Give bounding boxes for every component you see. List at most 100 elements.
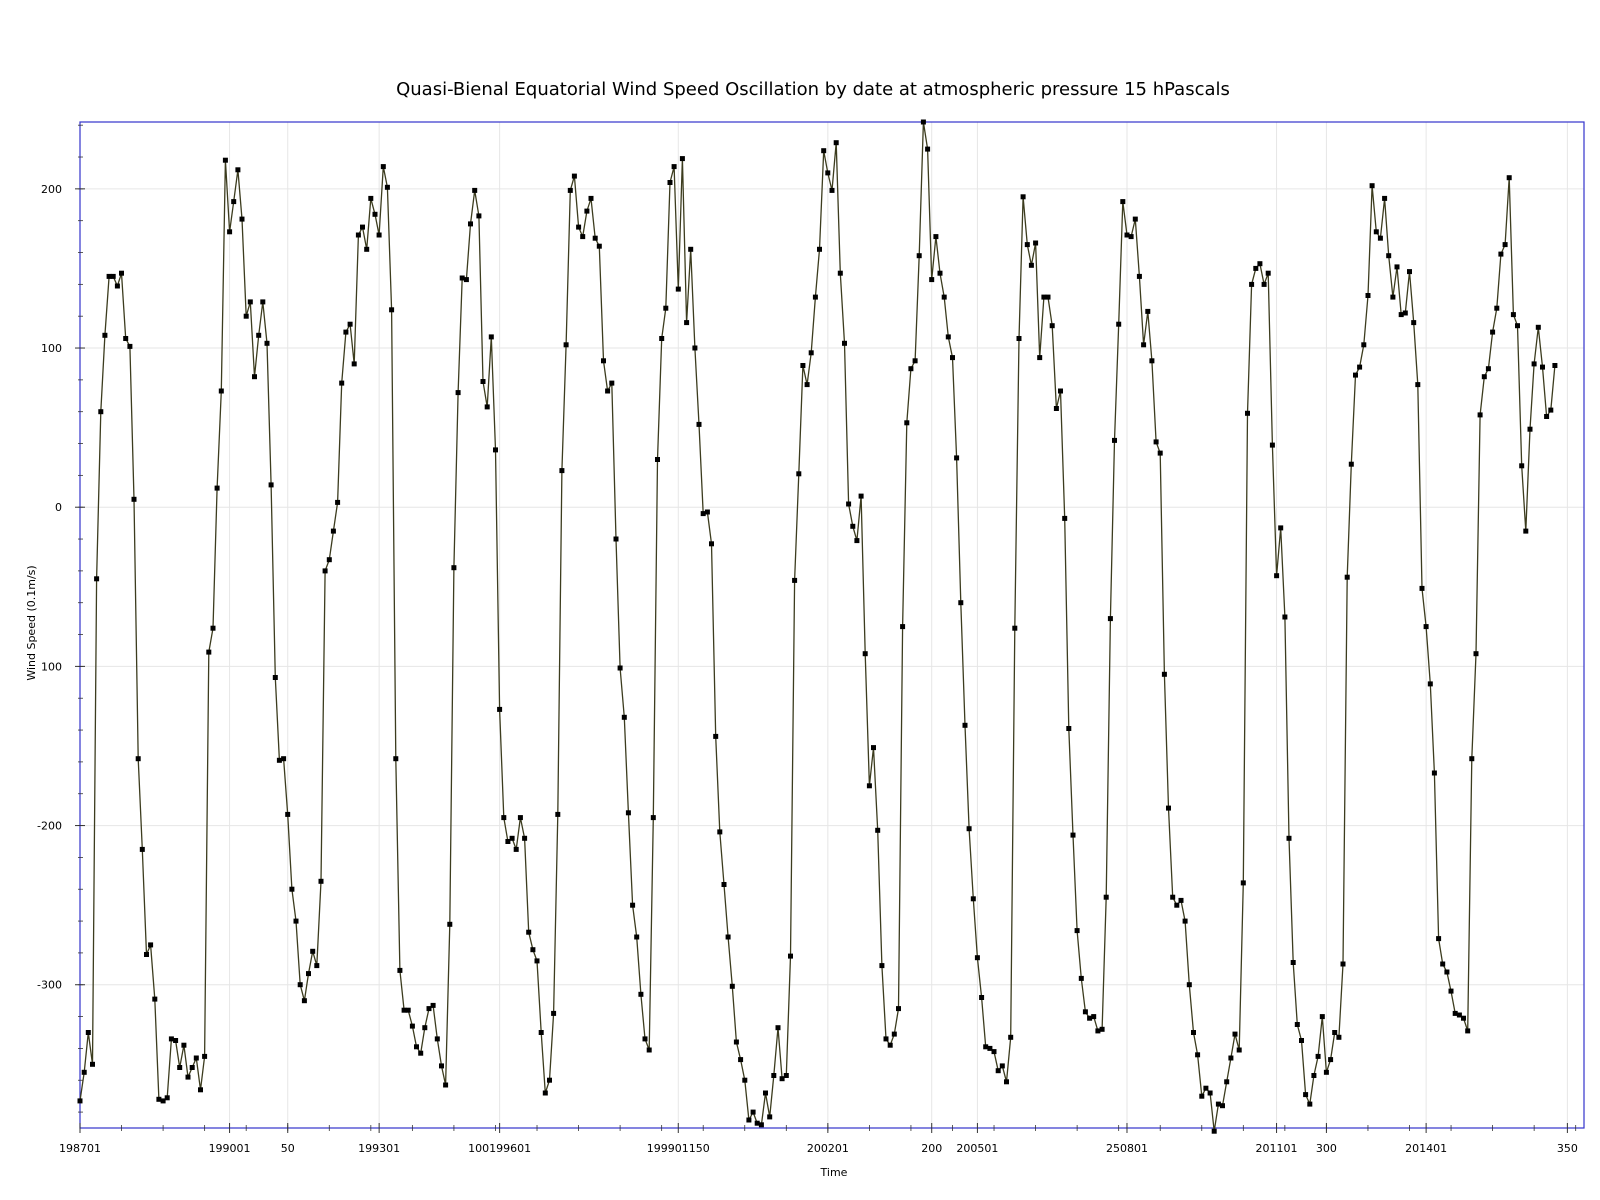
data-point — [625, 810, 631, 816]
data-point — [1178, 897, 1184, 903]
data-point — [1477, 412, 1483, 418]
y-axis-title: Wind Speed (0.1m/s) — [25, 565, 38, 680]
data-point — [152, 996, 158, 1002]
data-point — [871, 745, 876, 751]
data-point — [1423, 624, 1429, 630]
data-point — [198, 1087, 203, 1093]
data-point — [808, 350, 814, 356]
data-point — [796, 471, 802, 477]
data-point — [800, 363, 806, 368]
data-point — [439, 1063, 444, 1069]
data-point — [1186, 982, 1192, 988]
data-point — [451, 565, 457, 571]
data-point — [854, 538, 860, 544]
data-point — [264, 340, 270, 346]
data-point — [983, 1044, 989, 1050]
data-point — [218, 388, 224, 394]
data-point — [750, 1109, 756, 1115]
data-point — [1207, 1090, 1213, 1096]
data-point — [98, 409, 104, 415]
data-point — [235, 167, 241, 173]
data-point — [384, 184, 390, 190]
data-point — [173, 1038, 179, 1043]
data-point — [414, 1044, 419, 1050]
data-point — [1166, 805, 1171, 811]
data-point — [675, 286, 681, 292]
data-point — [1382, 195, 1388, 201]
data-point — [954, 455, 960, 461]
data-point — [1153, 439, 1159, 445]
data-point — [1141, 342, 1147, 348]
data-point — [655, 457, 660, 462]
data-point — [941, 294, 947, 300]
data-point — [1253, 265, 1259, 271]
data-point — [609, 380, 615, 386]
data-point — [1087, 1015, 1093, 1021]
data-point — [559, 468, 565, 474]
data-point — [1028, 262, 1034, 268]
data-point — [667, 180, 673, 185]
data-point — [704, 509, 710, 515]
data-point — [1004, 1079, 1009, 1085]
data-point — [256, 332, 262, 338]
data-point — [1132, 216, 1138, 222]
data-point — [962, 722, 968, 728]
data-point — [114, 283, 120, 289]
data-point — [1552, 363, 1558, 368]
data-point — [1008, 1034, 1014, 1040]
data-point — [455, 390, 461, 396]
data-point — [355, 232, 361, 238]
data-point — [1498, 251, 1504, 257]
data-point — [1024, 242, 1030, 248]
data-point — [1344, 574, 1350, 580]
data-point — [281, 756, 287, 762]
data-point — [1161, 671, 1167, 677]
data-point — [1037, 355, 1043, 361]
data-point — [1211, 1128, 1217, 1134]
data-point — [1407, 269, 1412, 275]
data-point — [1444, 969, 1450, 975]
y-tick-label: 200 — [41, 183, 62, 196]
data-point — [634, 934, 640, 940]
data-point — [272, 675, 278, 680]
data-point — [1535, 324, 1541, 330]
data-point — [696, 421, 702, 427]
data-point — [812, 294, 818, 300]
data-point — [729, 983, 735, 989]
data-point — [995, 1068, 1001, 1074]
data-point — [405, 1007, 411, 1013]
data-point — [459, 275, 465, 281]
data-point — [380, 164, 386, 170]
data-point — [925, 146, 931, 152]
data-point — [335, 499, 341, 505]
data-point — [792, 577, 798, 583]
data-point — [937, 270, 943, 276]
data-point — [1116, 321, 1122, 327]
data-point — [1361, 342, 1367, 348]
data-point — [252, 374, 257, 380]
data-point — [958, 600, 964, 606]
data-point — [1373, 229, 1379, 235]
data-point — [1120, 199, 1126, 205]
data-point — [160, 1098, 166, 1104]
data-point — [825, 170, 831, 176]
data-point — [1398, 312, 1404, 318]
data-point — [1236, 1047, 1242, 1053]
data-point — [754, 1120, 760, 1126]
data-point — [551, 1010, 557, 1016]
data-point — [1062, 515, 1068, 521]
data-point — [1340, 961, 1346, 967]
grid — [79, 122, 1584, 1128]
data-point — [401, 1007, 407, 1013]
x-tick-label: 201101 — [1256, 1142, 1298, 1155]
data-point — [289, 886, 295, 892]
data-point — [621, 714, 627, 720]
data-point — [783, 1073, 789, 1078]
y-tick-label: 100 — [41, 342, 62, 355]
x-tick-label: 300 — [1316, 1142, 1337, 1155]
x-axis: 198701 199001 50 199301 100199601 199901150 20… — [59, 1123, 1578, 1155]
data-point — [1323, 1069, 1329, 1075]
plot-area-frame — [79, 121, 1585, 1129]
data-point — [779, 1076, 785, 1082]
data-point — [131, 496, 137, 502]
